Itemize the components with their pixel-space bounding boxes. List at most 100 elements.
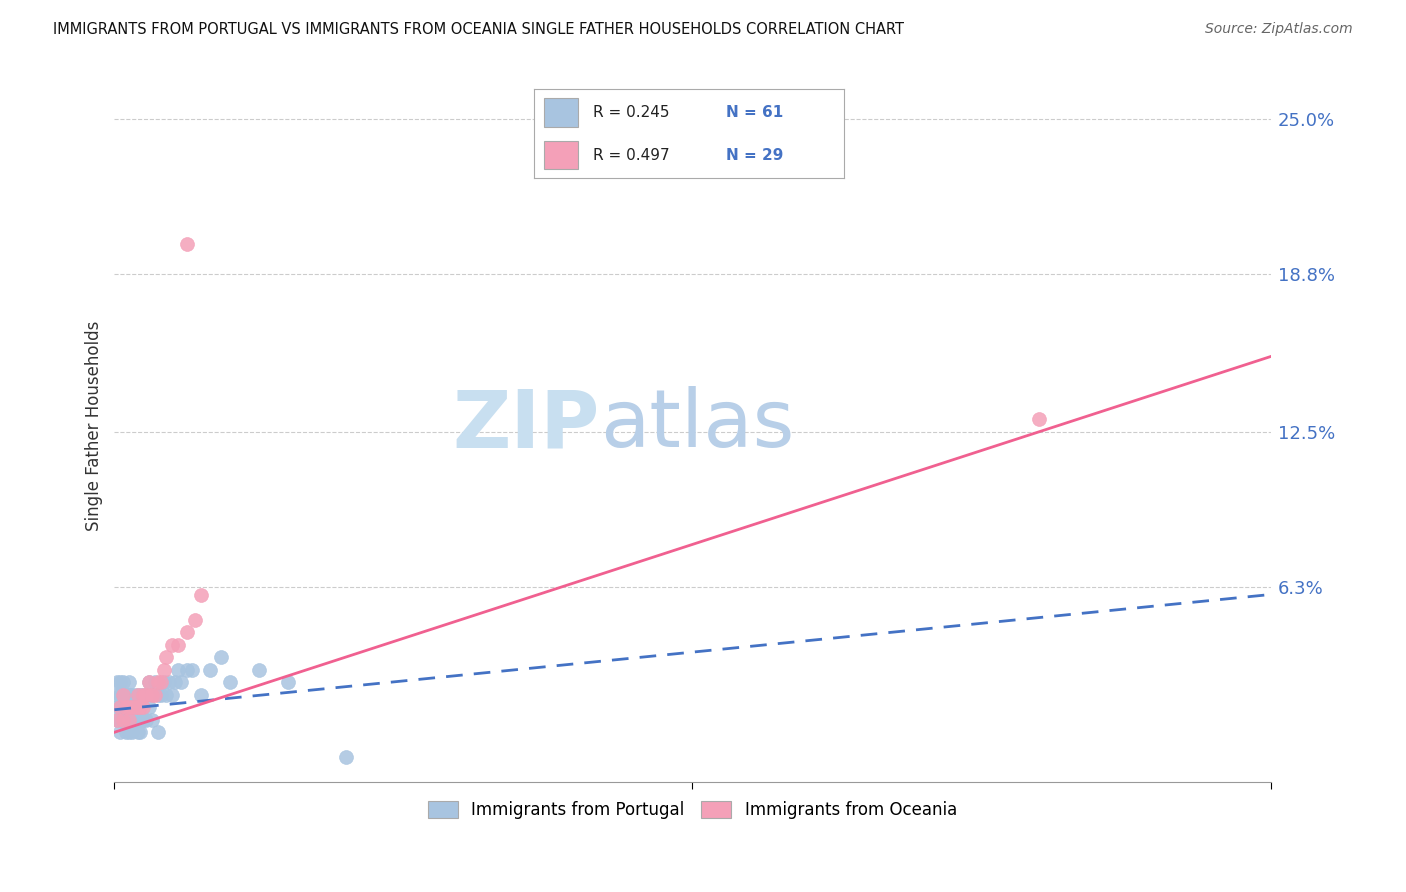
Point [190, 688, 212, 702]
Point [118, 700, 141, 714]
Point [135, 688, 157, 702]
Point [190, 587, 212, 601]
Point [170, 675, 193, 690]
Bar [544, 98, 578, 127]
Point [112, 700, 135, 714]
Point [165, 675, 187, 690]
Point [176, 236, 198, 251]
Point [146, 675, 169, 690]
Text: R = 0.497: R = 0.497 [593, 148, 669, 162]
Point [124, 700, 146, 714]
Text: IMMIGRANTS FROM PORTUGAL VS IMMIGRANTS FROM OCEANIA SINGLE FATHER HOUSEHOLDS COR: IMMIGRANTS FROM PORTUGAL VS IMMIGRANTS F… [53, 22, 904, 37]
Text: N = 29: N = 29 [725, 148, 783, 162]
Point [155, 650, 177, 665]
Point [335, 750, 357, 764]
Point [138, 700, 160, 714]
Point [105, 713, 128, 727]
Point [118, 713, 141, 727]
Point [115, 725, 138, 739]
Point [219, 675, 242, 690]
Point [108, 725, 131, 739]
Legend: Immigrants from Portugal, Immigrants from Oceania: Immigrants from Portugal, Immigrants fro… [422, 794, 963, 825]
Point [138, 675, 160, 690]
Point [149, 688, 172, 702]
Point [121, 725, 143, 739]
Point [108, 675, 131, 690]
Point [112, 688, 135, 702]
Point [146, 725, 169, 739]
Point [198, 663, 221, 677]
Point [118, 713, 141, 727]
Point [152, 663, 174, 677]
Point [105, 700, 128, 714]
Point [112, 713, 135, 727]
Point [167, 663, 190, 677]
Point [124, 688, 146, 702]
Point [124, 700, 146, 714]
Point [112, 688, 135, 702]
Point [184, 613, 207, 627]
Point [121, 700, 143, 714]
Point [129, 688, 152, 702]
Text: Source: ZipAtlas.com: Source: ZipAtlas.com [1205, 22, 1353, 37]
Point [108, 713, 131, 727]
Point [141, 713, 163, 727]
Point [138, 675, 160, 690]
Point [115, 700, 138, 714]
Point [105, 675, 128, 690]
Point [157, 675, 180, 690]
Point [143, 675, 166, 690]
Point [135, 713, 157, 727]
Point [181, 663, 204, 677]
Point [129, 713, 152, 727]
Point [108, 688, 131, 702]
Point [176, 625, 198, 640]
Point [132, 688, 155, 702]
Point [118, 675, 141, 690]
Point [118, 688, 141, 702]
Point [127, 725, 149, 739]
Point [152, 675, 174, 690]
Point [141, 688, 163, 702]
Point [160, 638, 183, 652]
Point [247, 663, 270, 677]
Text: atlas: atlas [600, 386, 794, 465]
Point [124, 713, 146, 727]
Point [115, 713, 138, 727]
Point [121, 688, 143, 702]
Point [135, 688, 157, 702]
Point [167, 638, 190, 652]
Point [127, 688, 149, 702]
Bar [544, 141, 578, 169]
Point [118, 725, 141, 739]
Point [108, 700, 131, 714]
Text: R = 0.245: R = 0.245 [593, 105, 669, 120]
Point [112, 675, 135, 690]
Point [121, 700, 143, 714]
Point [149, 675, 172, 690]
Point [1028, 412, 1050, 426]
Point [141, 688, 163, 702]
Point [129, 700, 152, 714]
Point [112, 713, 135, 727]
Point [129, 725, 152, 739]
Y-axis label: Single Father Households: Single Father Households [86, 320, 103, 531]
Point [209, 650, 232, 665]
Point [108, 700, 131, 714]
Text: N = 61: N = 61 [725, 105, 783, 120]
Point [146, 688, 169, 702]
Point [132, 713, 155, 727]
Point [132, 688, 155, 702]
Point [160, 688, 183, 702]
Point [127, 700, 149, 714]
Point [155, 688, 177, 702]
Point [176, 663, 198, 677]
Text: ZIP: ZIP [453, 386, 600, 465]
Point [105, 713, 128, 727]
Point [132, 700, 155, 714]
Point [127, 688, 149, 702]
Point [105, 688, 128, 702]
Point [277, 675, 299, 690]
Point [115, 700, 138, 714]
Point [143, 688, 166, 702]
